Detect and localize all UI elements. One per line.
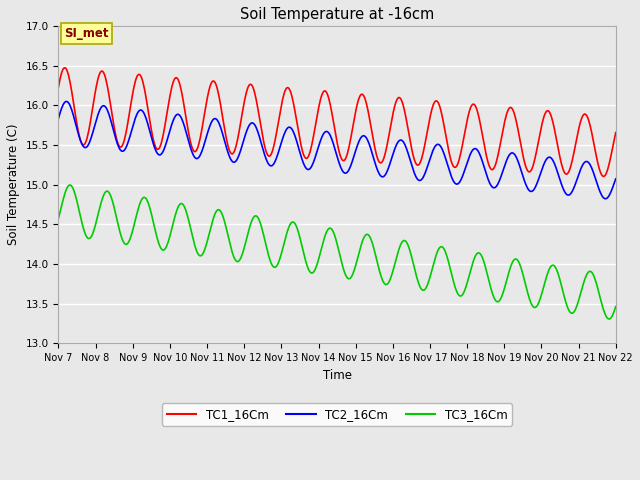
TC3_16Cm xyxy=(65,183,72,189)
TC2_16Cm xyxy=(179,120,187,126)
TC1_16Cm xyxy=(209,78,216,84)
TC1_16Cm xyxy=(422,136,429,142)
Line: TC3_16Cm: TC3_16Cm xyxy=(58,185,616,319)
TC2_16Cm xyxy=(422,168,429,174)
TC3_16Cm xyxy=(179,202,187,208)
TC3_16Cm xyxy=(209,217,216,223)
TC1_16Cm xyxy=(406,135,413,141)
TC2_16Cm xyxy=(209,117,216,123)
TC1_16Cm xyxy=(54,84,62,90)
X-axis label: Time: Time xyxy=(323,369,351,382)
TC2_16Cm xyxy=(406,155,413,161)
TC1_16Cm xyxy=(612,130,620,135)
TC2_16Cm xyxy=(602,196,609,202)
TC2_16Cm xyxy=(54,116,62,121)
TC3_16Cm xyxy=(422,285,429,291)
TC2_16Cm xyxy=(62,98,70,104)
TC1_16Cm xyxy=(65,76,73,82)
TC3_16Cm xyxy=(67,182,74,188)
TC1_16Cm xyxy=(179,98,187,104)
Y-axis label: Soil Temperature (C): Soil Temperature (C) xyxy=(7,124,20,245)
TC3_16Cm xyxy=(54,216,62,221)
Line: TC1_16Cm: TC1_16Cm xyxy=(58,68,616,176)
TC3_16Cm xyxy=(612,304,620,310)
TC2_16Cm xyxy=(65,101,73,107)
TC1_16Cm xyxy=(600,173,607,179)
Line: TC2_16Cm: TC2_16Cm xyxy=(58,101,616,199)
Legend: TC1_16Cm, TC2_16Cm, TC3_16Cm: TC1_16Cm, TC2_16Cm, TC3_16Cm xyxy=(162,403,512,426)
TC1_16Cm xyxy=(123,126,131,132)
TC3_16Cm xyxy=(605,316,612,322)
TC1_16Cm xyxy=(61,65,68,71)
TC3_16Cm xyxy=(123,241,131,247)
TC2_16Cm xyxy=(612,176,620,182)
TC2_16Cm xyxy=(123,143,131,149)
Text: SI_met: SI_met xyxy=(64,27,109,40)
Title: Soil Temperature at -16cm: Soil Temperature at -16cm xyxy=(240,7,434,22)
TC3_16Cm xyxy=(406,247,413,252)
